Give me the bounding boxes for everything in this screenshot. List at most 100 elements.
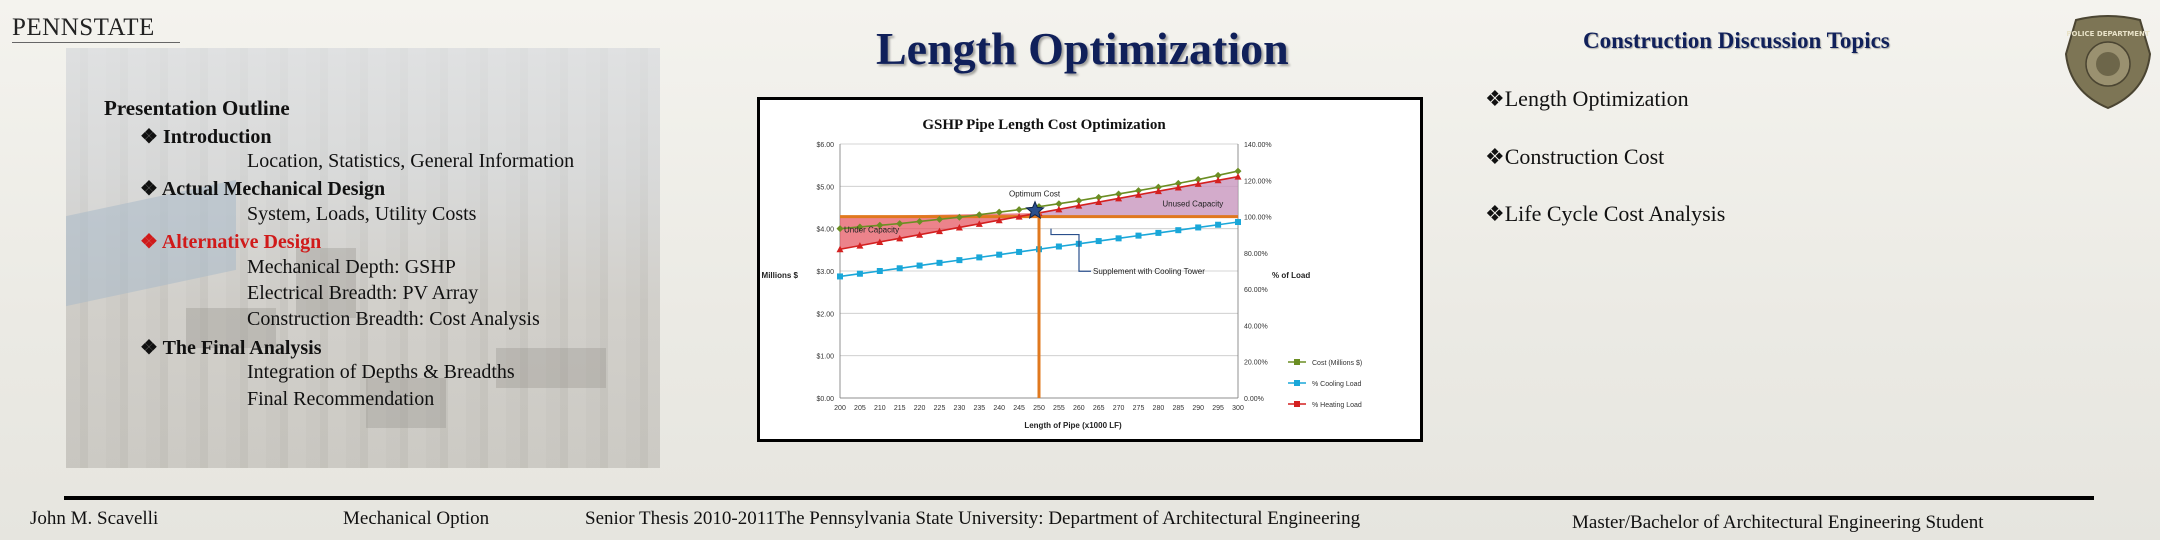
cost-series-point: [1075, 197, 1083, 205]
footer-degree: Master/Bachelor of Architectural Enginee…: [1572, 512, 1984, 533]
x-tick-label: 245: [1013, 405, 1025, 412]
legend-entry: % Heating Load: [1312, 402, 1362, 409]
pennstate-logo: PENNSTATE: [12, 14, 155, 41]
x-tick-label: 280: [1153, 405, 1165, 412]
heating-load-series-point: [975, 220, 983, 227]
cooling-load-series-point: [876, 268, 883, 274]
cost-series-point: [1115, 190, 1123, 198]
x-tick-label: 295: [1212, 405, 1224, 412]
cost-series-point: [1234, 167, 1242, 175]
campus-aerial-photo: [66, 48, 660, 468]
y-right-tick-label: 40.00%: [1244, 323, 1268, 330]
chart-xlabel: Length of Pipe (x1000 LF): [1024, 421, 1122, 430]
cooling-load-series-point: [996, 251, 1003, 258]
heating-load-series-point: [995, 216, 1003, 224]
outline-heading: Presentation Outline: [104, 96, 290, 120]
slide-title: Length Optimization: [876, 23, 1289, 74]
cooling-load-series-point: [1235, 219, 1241, 226]
cost-series-point: [1194, 176, 1202, 184]
x-tick-label: 260: [1073, 405, 1085, 412]
topic-construction-cost[interactable]: ❖Construction Cost: [1485, 144, 1665, 169]
x-tick-label: 220: [914, 405, 926, 412]
heating-load-series-point: [955, 223, 963, 231]
cost-series-point: [1095, 193, 1103, 201]
y-left-tick-label: $0.00: [816, 396, 834, 403]
cost-series-point: [1154, 183, 1162, 191]
diamond-bullet-icon: ❖: [1485, 144, 1505, 169]
outline-item: Integration of Depths & Breadths: [247, 361, 515, 383]
y-left-tick-label: $3.00: [816, 269, 834, 276]
cost-series-point: [876, 221, 884, 229]
cost-series-point: [1015, 206, 1023, 214]
cooling-load-series-point: [976, 254, 983, 261]
heating-load-series-point: [1095, 198, 1103, 206]
cooling-load-series-point: [916, 262, 923, 269]
cost-series-point: [836, 225, 844, 233]
topic-life-cycle-cost[interactable]: ❖Life Cycle Cost Analysis: [1485, 201, 1726, 226]
cooling-load-series-point: [1195, 224, 1202, 231]
outline-item: Electrical Breadth: PV Array: [247, 282, 479, 304]
heating-load-series-point: [1015, 213, 1023, 220]
x-tick-label: 230: [954, 405, 966, 412]
x-tick-label: 255: [1053, 405, 1065, 412]
outline-item: System, Loads, Utility Costs: [247, 203, 477, 225]
cost-series-point: [1214, 171, 1222, 179]
outline-section-introduction[interactable]: ❖ Introduction: [140, 126, 272, 148]
annotation-under-capacity: Under Capacity: [844, 226, 899, 235]
y-left-tick-label: $2.00: [816, 311, 834, 318]
cooling-load-series-point: [896, 265, 903, 272]
supplement-arrow: [1050, 228, 1091, 272]
cost-series-point: [1055, 200, 1063, 208]
badge-text: POLICE DEPARTMENT: [2066, 30, 2149, 38]
heating-load-series-point: [836, 245, 844, 253]
x-tick-label: 265: [1093, 405, 1105, 412]
chart-canvas: GSHP Pipe Length Cost Optimization Lengt…: [762, 117, 1363, 430]
cooling-load-series-point: [1215, 221, 1222, 228]
cooling-load-series-point: [1055, 243, 1062, 250]
legend-entry: Cost (Millions $): [1312, 360, 1362, 367]
logo-underline: [12, 42, 180, 43]
outline-item: Location, Statistics, General Informatio…: [247, 150, 575, 172]
heating-load-series-point: [896, 234, 904, 242]
topics-heading: Construction Discussion Topics: [1583, 28, 1890, 53]
x-tick-label: 270: [1113, 405, 1125, 412]
x-tick-label: 250: [1033, 405, 1045, 412]
x-tick-label: 240: [993, 405, 1005, 412]
cost-series-point: [896, 220, 904, 228]
x-tick-label: 200: [834, 405, 846, 412]
diamond-bullet-icon: ❖: [140, 231, 158, 253]
x-tick-label: 235: [973, 405, 985, 412]
y-right-tick-label: 0.00%: [1244, 396, 1264, 403]
y-left-tick-label: $6.00: [816, 142, 834, 149]
y-left-tick-label: $5.00: [816, 184, 834, 191]
y-left-tick-label: $4.00: [816, 227, 834, 234]
optimum-star-icon: [1025, 200, 1045, 220]
diamond-bullet-icon: ❖: [140, 337, 158, 359]
footer-thesis: Senior Thesis 2010-2011: [585, 508, 775, 529]
heating-load-series-point: [1214, 176, 1222, 184]
annotation-unused-capacity: Unused Capacity: [1162, 200, 1223, 209]
cooling-load-series-point: [936, 259, 943, 266]
diamond-bullet-icon: ❖: [1485, 86, 1505, 111]
cost-series-point: [1174, 179, 1182, 187]
footer-author: John M. Scavelli: [30, 508, 159, 529]
heating-load-series-point: [1135, 191, 1142, 198]
legend-swatch-marker: [1294, 380, 1300, 386]
legend-swatch-marker: [1294, 401, 1300, 407]
x-tick-label: 215: [894, 405, 906, 412]
cost-series-point: [955, 213, 963, 221]
cost-optimization-chart: GSHP Pipe Length Cost Optimization Lengt…: [757, 97, 1423, 442]
heating-load-series-point: [936, 227, 943, 235]
cost-series-point: [1135, 187, 1142, 195]
cost-series-point: [856, 223, 864, 231]
cooling-load-series-point: [837, 273, 843, 280]
cooling-load-series-point: [1115, 235, 1122, 242]
topic-length-optimization[interactable]: ❖Length Optimization: [1485, 86, 1689, 111]
x-tick-label: 290: [1192, 405, 1204, 412]
x-tick-label: 225: [934, 405, 946, 412]
outline-section-alternative-design[interactable]: ❖ Alternative Design: [140, 231, 322, 253]
outline-section-final-analysis[interactable]: ❖ The Final Analysis: [140, 337, 322, 359]
heating-load-series-point: [1154, 187, 1162, 195]
outline-section-actual-design[interactable]: ❖ Actual Mechanical Design: [140, 178, 386, 200]
footer-option: Mechanical Option: [343, 508, 490, 529]
